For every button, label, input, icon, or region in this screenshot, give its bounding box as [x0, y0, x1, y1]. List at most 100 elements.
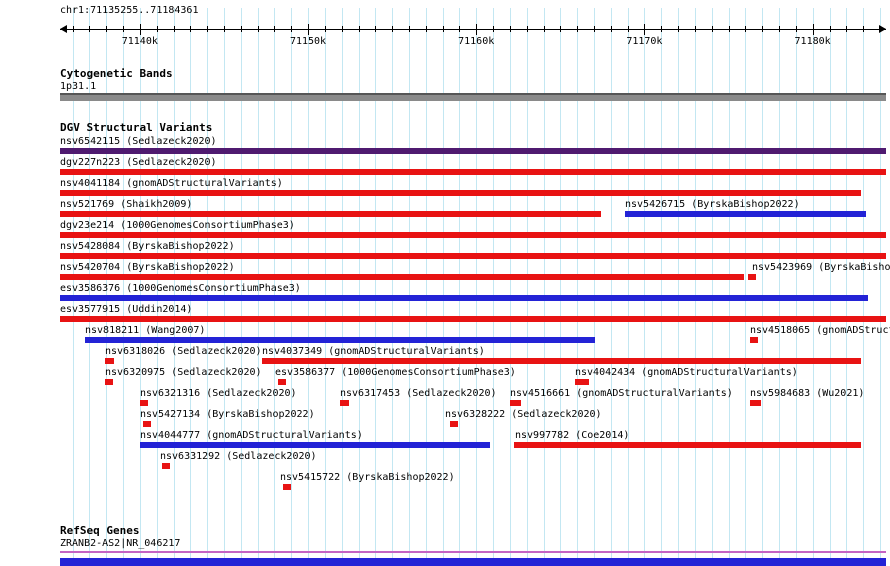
variant-label: nsv6321316 (Sedlazeck2020)	[140, 388, 297, 399]
grid-line	[829, 8, 831, 560]
grid-line	[89, 8, 91, 560]
variant-bar[interactable]	[162, 463, 170, 469]
region-coordinates: chr1:71135255..71184361	[60, 5, 199, 16]
variant-label: nsv4041184 (gnomADStructuralVariants)	[60, 178, 283, 189]
variant-bar[interactable]	[625, 211, 866, 217]
variant-label: nsv5427134 (ByrskaBishop2022)	[140, 409, 315, 420]
variant-bar[interactable]	[514, 442, 861, 448]
ruler-tick-label: 71160k	[458, 36, 495, 47]
grid-line	[728, 8, 730, 560]
variant-bar[interactable]	[143, 421, 151, 427]
grid-line	[139, 8, 141, 560]
variant-label: esv3577915 (Uddin2014)	[60, 304, 193, 315]
variant-bar[interactable]	[60, 316, 886, 322]
grid-line	[678, 8, 680, 560]
variant-bar[interactable]	[60, 211, 601, 217]
ruler-major-tick	[308, 24, 309, 35]
grid-line	[308, 8, 309, 560]
grid-line	[72, 8, 74, 560]
variant-bar[interactable]	[105, 358, 114, 364]
grid-line	[223, 8, 225, 560]
variant-bar[interactable]	[340, 400, 349, 406]
refseq-gene-name: ZRANB2-AS2|NR_046217	[60, 538, 181, 549]
variant-bar[interactable]	[60, 295, 868, 301]
variant-label: nsv4044777 (gnomADStructuralVariants)	[140, 430, 363, 441]
grid-line	[476, 8, 478, 560]
variant-bar[interactable]	[140, 442, 490, 448]
ruler-major-tick	[476, 24, 478, 35]
variant-label: nsv997782 (Coe2014)	[515, 430, 630, 441]
grid-line	[207, 8, 209, 560]
grid-line	[846, 8, 848, 560]
variant-bar[interactable]	[278, 379, 286, 385]
variant-bar[interactable]	[60, 274, 744, 280]
grid-line	[106, 8, 108, 560]
variant-bar[interactable]	[60, 148, 886, 154]
grid-line	[240, 8, 242, 560]
variant-label: nsv6331292 (Sedlazeck2020)	[160, 451, 317, 462]
variant-bar[interactable]	[283, 484, 291, 490]
grid-line	[408, 8, 410, 560]
cytoband-bar[interactable]	[60, 93, 886, 101]
variant-bar[interactable]	[60, 253, 886, 259]
grid-line	[812, 8, 814, 560]
variant-bar[interactable]	[750, 337, 758, 343]
variant-bar[interactable]	[510, 400, 521, 406]
variant-bar[interactable]	[450, 421, 458, 427]
grid-line	[694, 8, 696, 560]
variant-bar[interactable]	[60, 169, 886, 175]
grid-line	[795, 8, 797, 560]
variant-label: dgv23e214 (1000GenomesConsortiumPhase3)	[60, 220, 295, 231]
section-title-cytogenetic-bands: Cytogenetic Bands	[60, 67, 173, 80]
variant-bar[interactable]	[575, 379, 589, 385]
grid-line	[779, 8, 780, 560]
variant-label: nsv818211 (Wang2007)	[85, 325, 206, 336]
variant-label: nsv6328222 (Sedlazeck2020)	[445, 409, 602, 420]
variant-label: esv3586376 (1000GenomesConsortiumPhase3)	[60, 283, 301, 294]
ruler-right-arrow-icon	[879, 25, 886, 33]
variant-bar[interactable]	[748, 274, 756, 280]
grid-line	[745, 8, 747, 560]
variant-label: nsv521769 (Shaikh2009)	[60, 199, 193, 210]
ruler-left-arrow-icon	[60, 25, 67, 33]
grid-line	[459, 8, 461, 560]
grid-line	[392, 8, 394, 560]
grid-line	[661, 8, 663, 560]
variant-bar[interactable]	[750, 400, 761, 406]
grid-line	[274, 8, 276, 560]
variant-label: nsv6317453 (Sedlazeck2020)	[340, 388, 497, 399]
ruler-major-tick	[139, 24, 141, 35]
grid-line	[291, 8, 293, 560]
variant-bar[interactable]	[140, 400, 148, 406]
grid-line	[375, 8, 377, 560]
variant-label: nsv5426715 (ByrskaBishop2022)	[625, 199, 800, 210]
ruler-major-tick	[644, 24, 646, 35]
variant-bar[interactable]	[105, 379, 113, 385]
ruler-tick-label: 71170k	[626, 36, 663, 47]
variant-bar[interactable]	[60, 190, 861, 196]
section-title-dgv-structural-variants: DGV Structural Variants	[60, 121, 213, 134]
grid-line	[442, 8, 444, 560]
grid-line	[762, 8, 764, 560]
variant-label: nsv4037349 (gnomADStructuralVariants)	[262, 346, 485, 357]
grid-line	[594, 8, 595, 560]
variant-label: nsv4518065 (gnomADStructuralVariants)	[750, 325, 890, 336]
variant-label: nsv4516661 (gnomADStructuralVariants)	[510, 388, 733, 399]
grid-line	[493, 8, 495, 560]
refseq-gene-line[interactable]	[60, 551, 886, 553]
variant-bar[interactable]	[60, 232, 886, 238]
grid-line	[257, 8, 259, 560]
grid-line	[425, 8, 427, 560]
grid-line	[358, 8, 360, 560]
variant-bar[interactable]	[262, 358, 861, 364]
section-title-refseq-genes: RefSeq Genes	[60, 524, 140, 537]
variant-label: esv3586377 (1000GenomesConsortiumPhase3)	[275, 367, 516, 378]
variant-label: nsv4042434 (gnomADStructuralVariants)	[575, 367, 798, 378]
ruler-tick-label: 71150k	[289, 36, 327, 47]
partial-gene-bar[interactable]	[60, 558, 886, 566]
grid-line	[610, 8, 612, 560]
variant-bar[interactable]	[85, 337, 595, 343]
grid-line	[627, 8, 629, 560]
